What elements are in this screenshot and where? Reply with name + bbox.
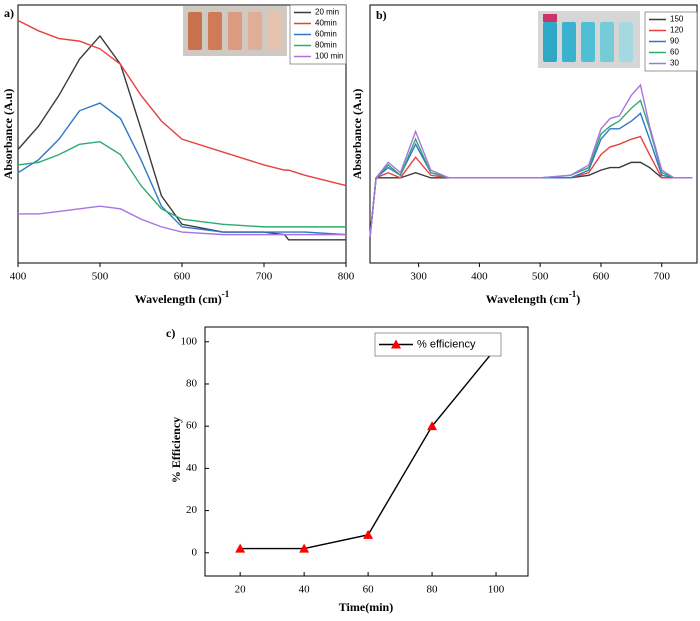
data-marker (427, 421, 438, 431)
data-marker (235, 543, 246, 553)
panel-label: c) (166, 326, 175, 340)
legend-label: 120 (670, 26, 684, 35)
panel-label: b) (376, 8, 387, 22)
series-line (17, 19, 347, 187)
legend-label: 30 (670, 59, 679, 68)
plot-frame (369, 4, 698, 264)
x-tick-label: 800 (338, 271, 355, 283)
x-label-part: Wavelength (cm (486, 292, 569, 306)
x-axis-label: Wavelength (cm-1) (486, 289, 581, 306)
x-axis-label: Time(min) (339, 600, 393, 614)
x-tick-label: 40 (299, 584, 311, 596)
y-axis-label: Absorbance (A.u) (350, 89, 364, 180)
y-tick-label: 40 (186, 462, 198, 474)
legend-label: 60 (670, 48, 679, 57)
series-line (17, 34, 346, 241)
x-tick-label: 400 (10, 271, 27, 283)
series-line (369, 99, 693, 238)
legend-label: 80min (315, 41, 337, 50)
data-marker (299, 543, 310, 553)
legend-label: 100 min (315, 52, 343, 61)
legend-label: 90 (670, 37, 679, 46)
x-tick-label: 60 (363, 584, 375, 596)
y-tick-label: 80 (186, 378, 198, 390)
legend-label: 150 (670, 15, 684, 24)
inset-photo (538, 11, 640, 68)
x-tick-label: 400 (471, 271, 488, 283)
x-tick-label: 600 (174, 271, 191, 283)
y-axis-label: % Efficiency (169, 417, 183, 483)
series-line (369, 161, 693, 238)
x-tick-label: 100 (488, 584, 505, 596)
series-line (18, 205, 346, 236)
series-line (17, 141, 346, 228)
x-tick-label: 700 (653, 271, 670, 283)
inset-photo (183, 6, 287, 56)
legend-label: 40min (315, 19, 337, 28)
y-tick-label: 60 (186, 420, 198, 432)
x-tick-label: 20 (235, 584, 247, 596)
x-tick-label: 600 (593, 271, 610, 283)
data-marker (363, 529, 374, 539)
x-axis-label: Wavelength (cm)-1 (135, 289, 230, 306)
y-tick-label: 100 (181, 335, 198, 347)
y-axis-label: Absorbance (A.u) (1, 89, 15, 180)
panel-label: a) (4, 6, 14, 20)
plot-frame (204, 326, 529, 577)
series-line (369, 135, 693, 238)
series-line (369, 112, 693, 238)
legend-label: 60min (315, 30, 337, 39)
x-label-part: Wavelength (cm) (135, 292, 222, 306)
x-label-part: ) (576, 292, 580, 306)
legend-label: 20 min (315, 8, 339, 17)
series-line (369, 83, 693, 238)
x-tick-label: 500 (532, 271, 549, 283)
x-label-superscript: -1 (222, 289, 230, 299)
x-tick-label: 300 (410, 271, 427, 283)
legend-box (374, 332, 502, 357)
series-line (240, 347, 497, 550)
x-tick-label: 700 (256, 271, 273, 283)
y-tick-label: 0 (192, 546, 198, 558)
x-tick-label: 500 (92, 271, 109, 283)
legend-label: % efficiency (417, 338, 476, 350)
x-label-superscript: -1 (569, 289, 577, 299)
legend-box (289, 4, 347, 65)
x-tick-label: 80 (427, 584, 439, 596)
series-line (17, 102, 347, 236)
y-tick-label: 20 (186, 504, 198, 516)
legend-marker (391, 339, 401, 349)
